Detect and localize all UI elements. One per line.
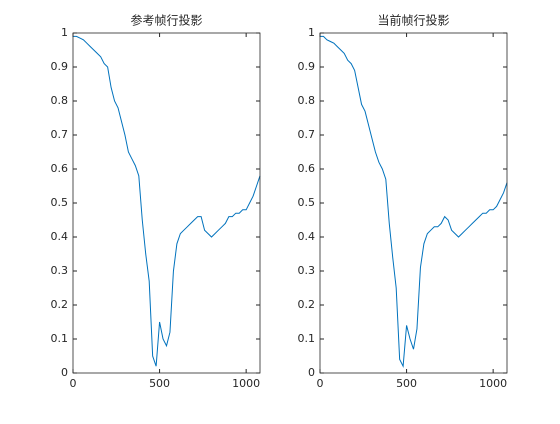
y-tick-label: 0.3 (51, 264, 69, 277)
y-tick-label: 0.2 (298, 298, 316, 311)
y-tick-label: 0.7 (51, 128, 69, 141)
y-tick-label: 0.4 (298, 230, 316, 243)
y-tick-label: 0.2 (51, 298, 69, 311)
axes-background (320, 33, 507, 373)
x-tick-label: 0 (317, 377, 324, 390)
y-tick-label: 0 (308, 366, 315, 379)
line-series (73, 35, 261, 367)
y-tick-label: 0.1 (298, 332, 316, 345)
x-tick-label: 0 (70, 377, 77, 390)
y-tick-label: 0.4 (51, 230, 69, 243)
x-tick-label: 500 (396, 377, 417, 390)
y-tick-label: 0.6 (298, 162, 316, 175)
y-tick-label: 0.8 (51, 94, 69, 107)
y-tick-label: 0.9 (51, 60, 69, 73)
y-tick-label: 0.3 (298, 264, 316, 277)
y-tick-label: 0.5 (51, 196, 69, 209)
y-tick-label: 0.6 (51, 162, 69, 175)
y-tick-label: 0.5 (298, 196, 316, 209)
y-tick-label: 0.9 (298, 60, 316, 73)
y-tick-label: 0 (61, 366, 68, 379)
y-tick-label: 0.8 (298, 94, 316, 107)
x-tick-label: 1000 (479, 377, 507, 390)
x-tick-label: 500 (149, 377, 170, 390)
y-tick-label: 1 (308, 26, 315, 39)
axes-box (319, 32, 508, 374)
y-tick-label: 1 (61, 26, 68, 39)
chart-title: 参考帧行投影 (130, 13, 202, 28)
x-tick-label: 1000 (232, 377, 260, 390)
axes-box (72, 32, 261, 374)
y-tick-label: 0.1 (51, 332, 69, 345)
chart-title: 当前帧行投影 (377, 13, 449, 28)
line-series (320, 35, 508, 368)
axes-background (73, 33, 260, 373)
y-tick-label: 0.7 (298, 128, 316, 141)
